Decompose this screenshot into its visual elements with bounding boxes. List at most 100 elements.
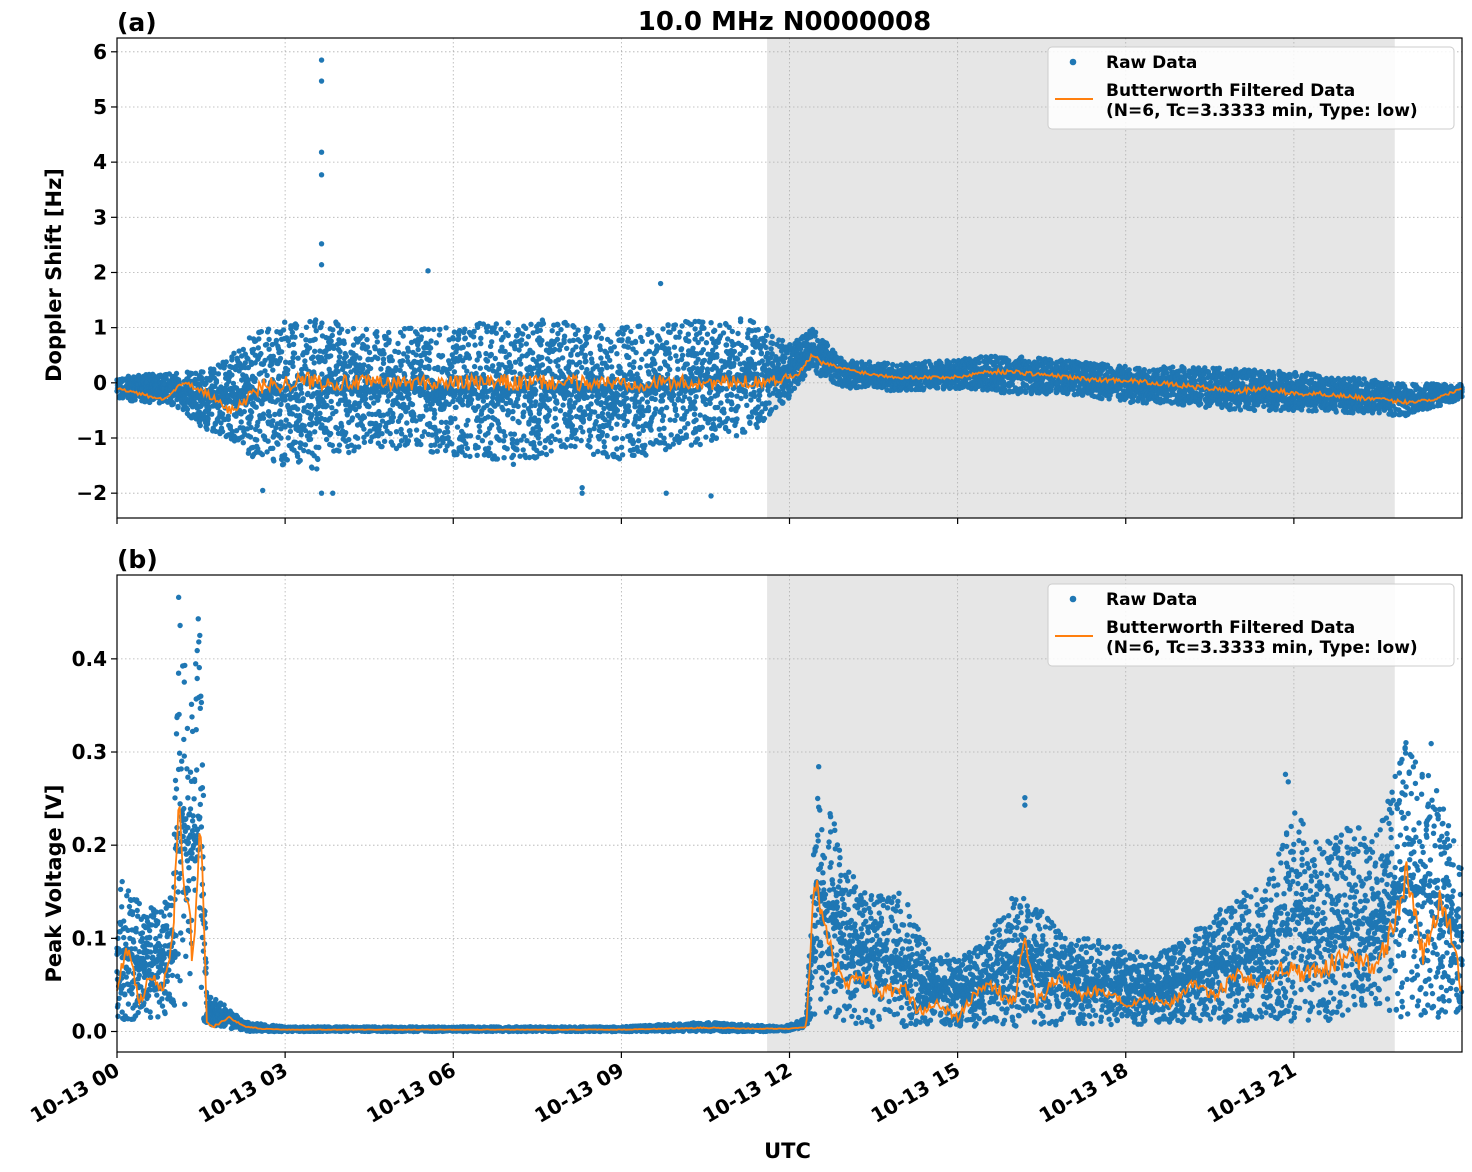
raw-data-point	[472, 342, 478, 348]
raw-data-point	[313, 317, 319, 323]
raw-data-point	[233, 428, 240, 434]
raw-data-point	[231, 350, 237, 356]
raw-data-point	[462, 326, 468, 332]
raw-data-point	[516, 419, 522, 426]
raw-data-point	[460, 344, 466, 350]
raw-data-point	[348, 360, 355, 366]
raw-data-point	[589, 393, 595, 400]
raw-data-point	[659, 417, 666, 424]
raw-data-point	[485, 445, 492, 451]
raw-data-point	[267, 413, 273, 419]
raw-data-point	[302, 427, 309, 434]
raw-data-point	[269, 422, 275, 428]
raw-data-point	[175, 404, 181, 411]
raw-data-point	[735, 403, 741, 410]
raw-data-point	[277, 408, 283, 414]
raw-data-point	[582, 352, 588, 358]
raw-data-point	[241, 408, 247, 415]
raw-data-point	[433, 340, 439, 346]
raw-data-point	[824, 342, 831, 349]
raw-data-point	[558, 326, 564, 333]
raw-data-point	[233, 363, 239, 370]
raw-data-point	[271, 458, 277, 464]
raw-data-point	[561, 333, 568, 339]
raw-data-point	[289, 329, 296, 336]
raw-data-point	[262, 368, 268, 374]
raw-data-point	[219, 411, 226, 417]
raw-data-point	[319, 422, 325, 428]
raw-data-point	[592, 409, 598, 415]
raw-data-point	[430, 449, 436, 455]
raw-data-point	[298, 441, 304, 447]
raw-data-point	[704, 366, 711, 372]
raw-data-point	[697, 441, 703, 448]
raw-data-point	[374, 329, 380, 335]
raw-data-point	[452, 416, 458, 422]
raw-data-point	[584, 366, 590, 373]
raw-data-point	[374, 339, 380, 345]
raw-data-point	[580, 429, 586, 435]
raw-data-point	[307, 436, 314, 442]
raw-data-point	[400, 395, 406, 401]
raw-data-point	[204, 421, 211, 427]
raw-data-point	[782, 355, 788, 361]
raw-data-point	[464, 368, 470, 374]
raw-data-point	[584, 394, 591, 401]
raw-data-point	[704, 331, 711, 337]
raw-data-point	[535, 435, 541, 441]
raw-data-point	[173, 370, 180, 377]
raw-data-point	[717, 322, 723, 328]
raw-data-point	[275, 397, 281, 403]
raw-data-point	[211, 389, 217, 395]
raw-data-point	[277, 355, 284, 362]
raw-data-point	[523, 325, 529, 331]
raw-data-point	[396, 442, 403, 449]
raw-data-point	[313, 328, 319, 334]
raw-data-point	[552, 415, 558, 421]
raw-data-point	[761, 415, 768, 422]
raw-data-point	[588, 401, 594, 407]
raw-data-point	[504, 446, 510, 452]
raw-data-point	[378, 366, 384, 372]
raw-data-point	[427, 345, 434, 351]
raw-data-point	[319, 320, 325, 326]
raw-data-point	[299, 332, 305, 339]
raw-data-point	[434, 448, 440, 454]
raw-data-point	[294, 453, 301, 459]
raw-data-point	[250, 346, 257, 353]
raw-data-point	[589, 359, 595, 366]
raw-data-point	[637, 323, 643, 329]
raw-data-point	[292, 439, 299, 445]
raw-data-point	[573, 427, 579, 433]
raw-data-point	[329, 332, 335, 339]
raw-data-point	[266, 336, 272, 343]
raw-data-point	[639, 338, 645, 344]
raw-data-point	[334, 425, 341, 432]
raw-data-point	[516, 347, 522, 353]
raw-data-point	[203, 380, 209, 386]
raw-data-point	[537, 327, 543, 333]
raw-data-point	[720, 330, 727, 336]
raw-data-point	[573, 344, 579, 350]
raw-data-point	[236, 348, 242, 354]
raw-data-point	[278, 349, 285, 355]
raw-data-point	[400, 333, 406, 339]
raw-data-point	[521, 433, 527, 439]
raw-data-point	[299, 390, 305, 396]
raw-data-point	[582, 411, 588, 418]
raw-data-point	[449, 441, 455, 447]
raw-data-point	[619, 337, 625, 343]
raw-data-point	[484, 328, 490, 335]
raw-data-point	[675, 366, 681, 372]
raw-data-point	[219, 428, 226, 435]
raw-data-point	[328, 430, 334, 437]
raw-data-point	[598, 400, 605, 406]
raw-data-point	[436, 428, 443, 434]
raw-data-point	[406, 396, 412, 402]
raw-data-point	[758, 350, 764, 356]
raw-data-point	[489, 408, 495, 415]
raw-data-point	[572, 443, 578, 450]
raw-data-point	[265, 438, 271, 444]
raw-data-point	[715, 404, 721, 411]
raw-data-point	[510, 415, 516, 422]
